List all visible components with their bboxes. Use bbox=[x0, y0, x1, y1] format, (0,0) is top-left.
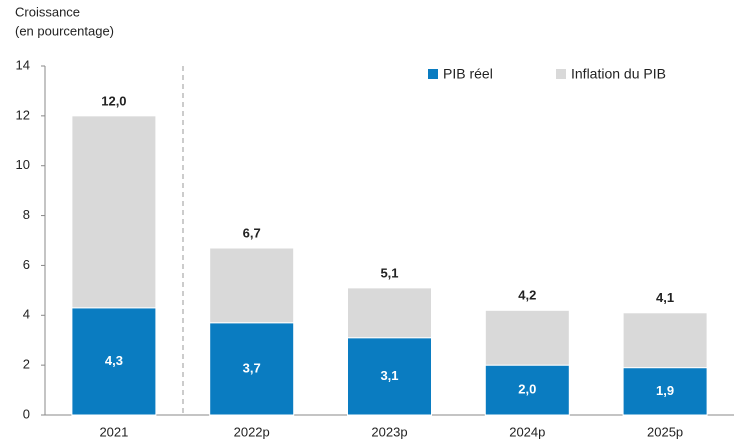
value-label: 3,1 bbox=[380, 368, 398, 383]
y-tick-label: 8 bbox=[23, 207, 30, 222]
bar-segment bbox=[484, 309, 570, 366]
legend-label: Inflation du PIB bbox=[571, 66, 666, 82]
value-label: 2,0 bbox=[518, 382, 536, 397]
total-label: 5,1 bbox=[380, 265, 398, 280]
y-tick-label: 12 bbox=[16, 107, 30, 122]
total-label: 4,1 bbox=[656, 290, 674, 305]
y-tick-label: 0 bbox=[23, 406, 30, 421]
bar-segment bbox=[622, 367, 708, 416]
y-tick-label: 10 bbox=[16, 157, 30, 172]
total-label: 12,0 bbox=[101, 93, 126, 108]
bar-segment bbox=[347, 287, 432, 339]
x-tick-label: 2021 bbox=[99, 424, 128, 439]
legend-swatch bbox=[428, 69, 438, 79]
bar-segment bbox=[209, 247, 295, 324]
y-axis-title: Croissance bbox=[15, 4, 80, 19]
bar-segment bbox=[71, 115, 157, 309]
y-tick-label: 2 bbox=[23, 357, 30, 372]
bar-segment bbox=[484, 364, 570, 416]
value-label: 3,7 bbox=[243, 360, 261, 375]
y-tick-label: 6 bbox=[23, 257, 30, 272]
value-label: 4,3 bbox=[105, 353, 123, 368]
bar-segment bbox=[347, 337, 432, 416]
total-label: 4,2 bbox=[518, 288, 536, 303]
x-tick-label: 2024p bbox=[509, 424, 545, 439]
y-tick-label: 14 bbox=[16, 57, 30, 72]
x-tick-label: 2025p bbox=[647, 424, 683, 439]
legend-label: PIB réel bbox=[443, 66, 493, 82]
value-label: 1,9 bbox=[656, 383, 674, 398]
x-tick-label: 2022p bbox=[234, 424, 270, 439]
legend-swatch bbox=[556, 69, 566, 79]
bar-segment bbox=[71, 307, 157, 416]
total-label: 6,7 bbox=[243, 225, 261, 240]
y-axis-title: (en pourcentage) bbox=[15, 23, 114, 38]
y-tick-label: 4 bbox=[23, 307, 30, 322]
bar-segment bbox=[622, 312, 708, 369]
bar-segment bbox=[209, 322, 295, 416]
x-tick-label: 2023p bbox=[371, 424, 407, 439]
